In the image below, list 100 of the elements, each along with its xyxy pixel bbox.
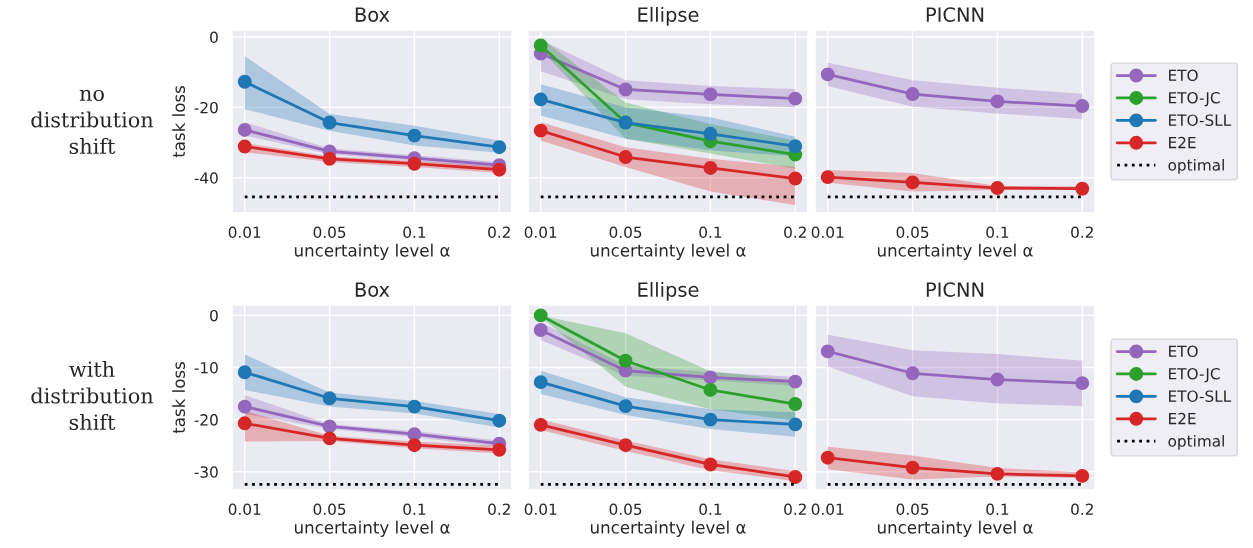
point (703, 412, 718, 427)
legend-label: E2E (1169, 136, 1196, 149)
legend-label: ETO (1169, 69, 1198, 82)
chart-title: Ellipse (638, 6, 699, 26)
legend-label: ETO (1169, 345, 1198, 358)
point (322, 431, 337, 446)
point (237, 365, 252, 380)
x-tick-label: 0.05 (896, 226, 929, 239)
x-tick-label: 0.05 (609, 226, 642, 239)
x-tick-label: 0.1 (986, 503, 1009, 516)
x-tick-label: 0.1 (986, 226, 1009, 239)
point (703, 457, 718, 472)
point (1075, 468, 1090, 483)
y-tick-label: -10 (194, 362, 218, 374)
legend-label: ETO-SLL (1169, 114, 1232, 126)
point (618, 399, 633, 414)
x-tick-label: 0.2 (784, 226, 806, 239)
point (788, 171, 803, 186)
point (237, 416, 252, 431)
point (703, 382, 718, 397)
legend-label: E2E (1169, 412, 1196, 425)
x-tick-label: 0.1 (699, 503, 722, 516)
point (492, 162, 507, 177)
x-tick-label: 0.1 (403, 226, 426, 239)
x-tick-label: 0.2 (488, 226, 510, 239)
point (990, 372, 1005, 387)
point (703, 161, 718, 175)
x-tick-label: 0.01 (811, 226, 844, 239)
point (237, 123, 252, 137)
y-tick-label: 0 (210, 309, 218, 322)
point (1075, 376, 1090, 391)
point (407, 156, 422, 171)
point (618, 150, 633, 164)
chart-title: PICNN (926, 7, 984, 22)
x-tick-label: 0.01 (524, 226, 557, 239)
x-axis-title: uncertainty level α (877, 243, 1033, 260)
x-tick-label: 0.2 (488, 503, 510, 516)
point (905, 175, 920, 190)
point (905, 460, 920, 475)
legend-label: ETO-JC (1169, 91, 1220, 107)
text: with distribution shift (31, 360, 154, 431)
point (322, 419, 337, 434)
point (533, 308, 548, 323)
x-tick-label: 0.2 (1071, 226, 1093, 239)
point (788, 397, 803, 411)
x-tick-label: 0.1 (403, 503, 426, 516)
chart-title: Ellipse (638, 281, 699, 301)
y-tick-label: -20 (194, 414, 218, 426)
y-axis-title: task loss (172, 86, 186, 158)
x-tick-label: 0.01 (524, 503, 557, 516)
y-tick-label: -30 (194, 466, 218, 478)
text: no distribution shift (31, 89, 154, 155)
point (990, 181, 1005, 195)
point (990, 94, 1005, 109)
point (990, 466, 1005, 481)
legend-label: optimal (1168, 158, 1224, 174)
y-axis-title: task loss (172, 362, 186, 434)
point (407, 128, 422, 143)
point (618, 438, 633, 453)
x-tick-label: 0.05 (313, 226, 346, 239)
x-tick-label: 0.01 (228, 226, 261, 239)
point (533, 38, 548, 53)
point (788, 417, 803, 432)
y-tick-label: 0 (210, 31, 218, 44)
point (492, 413, 507, 428)
point (703, 87, 718, 102)
y-tick-label: -20 (194, 101, 218, 114)
point (1075, 99, 1090, 113)
point (618, 82, 633, 97)
point (905, 87, 920, 101)
point (820, 67, 835, 82)
x-tick-label: 0.01 (228, 503, 261, 516)
point (820, 344, 835, 359)
point (703, 370, 718, 385)
x-axis-title: uncertainty level α (590, 243, 746, 260)
point (533, 123, 548, 138)
point (492, 140, 507, 155)
point (618, 353, 633, 368)
point (237, 74, 252, 89)
point (533, 375, 548, 390)
point (533, 92, 548, 107)
point (533, 417, 548, 432)
point (788, 139, 803, 154)
x-tick-label: 0.05 (609, 503, 642, 516)
point (1075, 181, 1090, 196)
point (788, 91, 803, 106)
chart-title: Box (355, 7, 390, 22)
x-tick-label: 0.01 (811, 503, 844, 516)
point (322, 151, 337, 166)
x-axis-title: uncertainty level α (294, 243, 450, 260)
point (237, 399, 252, 414)
chart-title: PICNN (926, 282, 984, 297)
x-axis-title: uncertainty level α (294, 520, 450, 537)
point (820, 450, 835, 465)
x-axis-title: uncertainty level α (590, 520, 746, 537)
point (788, 374, 803, 389)
x-tick-label: 0.05 (313, 503, 346, 516)
point (703, 126, 718, 141)
chart-title: Box (355, 282, 390, 297)
point (533, 323, 548, 337)
